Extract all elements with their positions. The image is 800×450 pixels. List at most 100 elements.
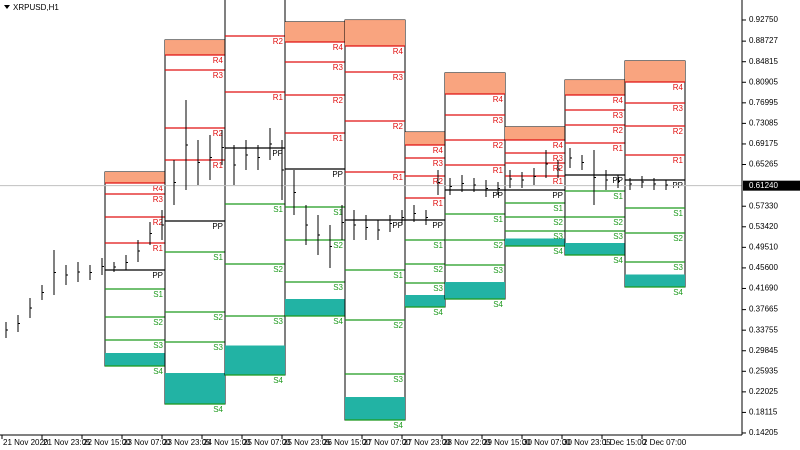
pivot-label: R4 — [333, 43, 344, 52]
y-tick-label: 0.65265 — [749, 160, 778, 169]
resistance-band — [345, 20, 405, 47]
x-tick-label: 23 Nov 07:00 — [123, 438, 171, 447]
support-band — [105, 353, 165, 367]
pivot-label: S2 — [673, 234, 683, 243]
y-tick-label: 0.33755 — [749, 325, 778, 334]
pivot-label: R3 — [613, 111, 624, 120]
pivot-label: S2 — [213, 313, 223, 322]
x-tick-label: 30 Nov 23:05 — [563, 438, 611, 447]
x-tick-label: 21 Nov 23:05 — [43, 438, 91, 447]
y-tick-label: 0.25935 — [749, 366, 778, 375]
pivot-label: R3 — [553, 154, 564, 163]
pivot-label: S1 — [553, 204, 563, 213]
pivot-label: S4 — [673, 288, 683, 297]
x-tick-label: 27 Nov 23:00 — [403, 438, 451, 447]
x-tick-label: 24 Nov 15:00 — [203, 438, 251, 447]
resistance-band — [445, 72, 505, 94]
pivot-box — [564, 79, 626, 256]
support-band — [625, 274, 685, 287]
pivot-label: R4 — [433, 146, 444, 155]
pivot-label: S2 — [433, 265, 443, 274]
pivot-label: S2 — [393, 321, 403, 330]
pivot-label: S4 — [273, 376, 283, 385]
x-tick-label: 2 Dec 07:00 — [643, 438, 687, 447]
pivot-label: R3 — [493, 116, 504, 125]
y-tick-label: 0.73085 — [749, 118, 778, 127]
pivot-label: R1 — [333, 134, 344, 143]
resistance-band — [505, 126, 565, 140]
resistance-band — [105, 171, 165, 183]
resistance-band — [285, 21, 345, 42]
pivot-label: S4 — [433, 308, 443, 317]
pivot-label: R4 — [613, 96, 624, 105]
pivot-label: R2 — [493, 141, 504, 150]
pivot-label: S3 — [153, 341, 163, 350]
pivot-label: R1 — [493, 166, 504, 175]
pivot-label: S1 — [613, 192, 623, 201]
support-band — [345, 397, 405, 421]
pivot-label: R3 — [393, 73, 404, 82]
pivot-box — [164, 39, 226, 405]
x-tick-label: 26 Nov 15:00 — [323, 438, 371, 447]
pivot-label: S3 — [553, 232, 563, 241]
pivot-label: R4 — [673, 83, 684, 92]
pivot-label: S3 — [213, 343, 223, 352]
pivot-label: R1 — [553, 177, 564, 186]
pivot-label: R2 — [273, 37, 284, 46]
y-tick-label: 0.14205 — [749, 428, 778, 437]
pivot-label: R4 — [493, 95, 504, 104]
pivot-label: S4 — [493, 300, 503, 309]
support-band — [165, 373, 225, 405]
support-band — [565, 243, 625, 256]
pivot-label: S1 — [213, 253, 223, 262]
x-tick-label: 21 Nov 2020 — [3, 438, 49, 447]
menu-arrow[interactable] — [4, 5, 10, 9]
pivot-label: PP — [152, 271, 163, 280]
pivot-label: R2 — [393, 122, 404, 131]
pivot-label: S2 — [493, 241, 503, 250]
y-tick-label: 0.69175 — [749, 139, 778, 148]
pivot-label: R1 — [273, 93, 284, 102]
pivot-label: R4 — [393, 47, 404, 56]
y-tick-label: 0.84815 — [749, 57, 778, 66]
y-tick-label: 0.53420 — [749, 222, 778, 231]
pivot-label: S4 — [213, 405, 223, 414]
pivot-label: S3 — [333, 283, 343, 292]
pivot-label: R3 — [333, 63, 344, 72]
pivot-label: R2 — [213, 129, 224, 138]
pivot-label: S3 — [673, 263, 683, 272]
y-tick-label: 0.92750 — [749, 15, 778, 24]
pivot-label: PP — [492, 191, 503, 200]
pivot-label: S2 — [553, 218, 563, 227]
x-tick-label: 27 Nov 07:00 — [363, 438, 411, 447]
pivot-label: R3 — [673, 104, 684, 113]
pivot-label: R4 — [553, 141, 564, 150]
pivot-box — [624, 60, 686, 288]
pivot-label: S4 — [553, 247, 563, 256]
pivot-label: S1 — [333, 208, 343, 217]
pivot-label: R4 — [153, 184, 164, 193]
pivot-label: S4 — [393, 421, 403, 430]
y-tick-label: 0.22025 — [749, 387, 778, 396]
y-tick-label: 0.57330 — [749, 201, 778, 210]
support-band — [445, 282, 505, 300]
pivot-label: PP — [212, 222, 223, 231]
x-tick-label: 29 Nov 15:00 — [483, 438, 531, 447]
x-tick-label: 1 Dec 15:00 — [603, 438, 647, 447]
resistance-band — [165, 40, 225, 56]
pivot-label: S2 — [333, 241, 343, 250]
pivot-label: S3 — [433, 284, 443, 293]
y-tick-label: 0.18115 — [749, 408, 778, 417]
pivot-label: S3 — [493, 266, 503, 275]
x-tick-label: 22 Nov 15:00 — [83, 438, 131, 447]
pivot-label: PP — [432, 221, 443, 230]
pivot-label: PP — [552, 191, 563, 200]
pivot-label: R1 — [433, 199, 444, 208]
x-tick-label: 25 Nov 23:05 — [283, 438, 331, 447]
pivot-label: S4 — [333, 317, 343, 326]
y-tick-label: 0.76995 — [749, 98, 778, 107]
current-price-box — [743, 180, 800, 191]
pivot-label: R3 — [153, 195, 164, 204]
pivot-label: R1 — [153, 244, 164, 253]
